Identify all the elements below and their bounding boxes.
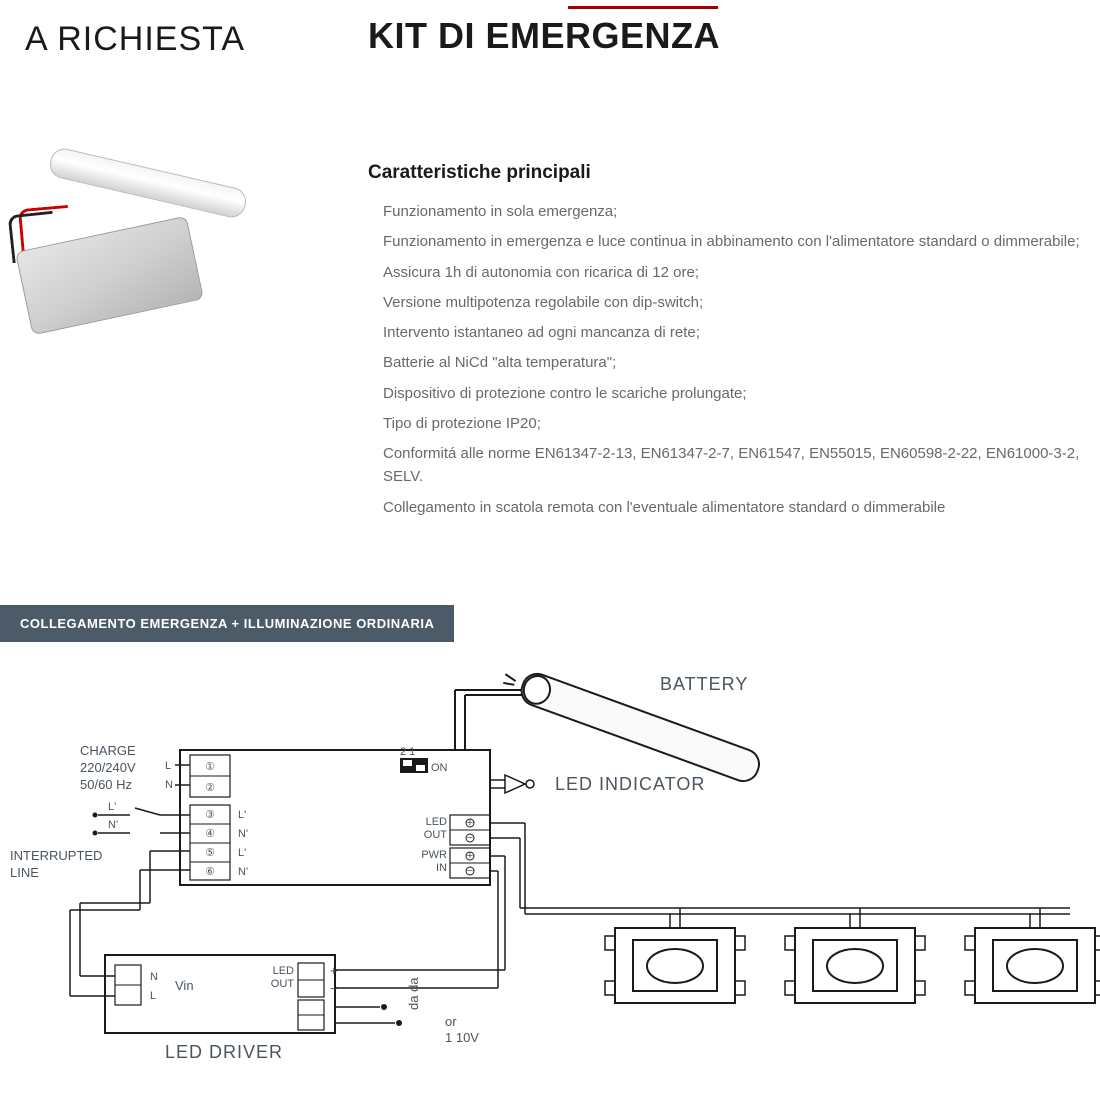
svg-text:+: + bbox=[467, 817, 473, 829]
svg-text:L': L' bbox=[238, 847, 246, 859]
svg-text:220/240V: 220/240V bbox=[80, 760, 136, 775]
svg-text:or: or bbox=[445, 1014, 457, 1029]
svg-text:N': N' bbox=[238, 828, 248, 840]
svg-text:da da: da da bbox=[406, 977, 421, 1010]
left-title: A RICHIESTA bbox=[25, 20, 245, 59]
svg-text:LED INDICATOR: LED INDICATOR bbox=[555, 774, 705, 794]
svg-text:−: − bbox=[467, 832, 473, 844]
svg-text:N': N' bbox=[108, 819, 118, 831]
product-image bbox=[0, 165, 270, 365]
feature-item: Funzionamento in sola emergenza; bbox=[383, 200, 1083, 223]
svg-text:LED DRIVER: LED DRIVER bbox=[165, 1042, 283, 1062]
wiring-diagram: ① ② ③ ④ ⑤ ⑥ L' N' L' N' 2 1 ON + − LED O… bbox=[0, 650, 1100, 1100]
svg-text:N': N' bbox=[238, 866, 248, 878]
svg-text:INTERRUPTED: INTERRUPTED bbox=[10, 848, 102, 863]
svg-text:50/60 Hz: 50/60 Hz bbox=[80, 777, 132, 792]
svg-text:LINE: LINE bbox=[10, 865, 39, 880]
svg-text:⑤: ⑤ bbox=[205, 847, 215, 859]
svg-text:⑥: ⑥ bbox=[205, 866, 215, 878]
svg-text:L': L' bbox=[108, 801, 116, 813]
feature-item: Dispositivo di protezione contro le scar… bbox=[383, 382, 1083, 405]
feature-item: Conformitá alle norme EN61347-2-13, EN61… bbox=[383, 442, 1083, 489]
svg-text:CHARGE: CHARGE bbox=[80, 743, 136, 758]
svg-text:N: N bbox=[165, 779, 173, 791]
svg-text:③: ③ bbox=[205, 809, 215, 821]
svg-text:①: ① bbox=[205, 761, 215, 773]
feature-item: Collegamento in scatola remota con l'eve… bbox=[383, 496, 1083, 519]
feature-item: Assicura 1h di autonomia con ricarica di… bbox=[383, 261, 1083, 284]
feature-item: Funzionamento in emergenza e luce contin… bbox=[383, 230, 1083, 253]
svg-text:IN: IN bbox=[436, 862, 447, 874]
features-heading: Caratteristiche principali bbox=[368, 162, 591, 184]
svg-text:+: + bbox=[467, 850, 473, 862]
feature-item: Intervento istantaneo ad ogni mancanza d… bbox=[383, 321, 1083, 344]
svg-text:PWR: PWR bbox=[421, 849, 447, 861]
svg-text:OUT: OUT bbox=[271, 978, 295, 990]
svg-text:②: ② bbox=[205, 782, 215, 794]
svg-text:L: L bbox=[150, 990, 156, 1002]
svg-text:④: ④ bbox=[205, 828, 215, 840]
svg-text:BATTERY: BATTERY bbox=[660, 674, 748, 694]
svg-text:Vin: Vin bbox=[175, 978, 194, 993]
feature-item: Tipo di protezione IP20; bbox=[383, 412, 1083, 435]
svg-text:1 10V: 1 10V bbox=[445, 1030, 479, 1045]
feature-item: Batterie al NiCd "alta temperatura"; bbox=[383, 351, 1083, 374]
svg-text:LED: LED bbox=[426, 816, 447, 828]
svg-text:−: − bbox=[467, 865, 473, 877]
fixture-icon bbox=[605, 928, 1100, 1003]
feature-item: Versione multipotenza regolabile con dip… bbox=[383, 291, 1083, 314]
svg-text:L: L bbox=[165, 760, 171, 772]
svg-text:2 1: 2 1 bbox=[400, 746, 415, 758]
accent-bar bbox=[568, 6, 718, 9]
svg-text:LED: LED bbox=[273, 965, 294, 977]
battery-tube-graphic bbox=[47, 146, 249, 220]
diagram-header: COLLEGAMENTO EMERGENZA + ILLUMINAZIONE O… bbox=[0, 605, 454, 642]
svg-text:ON: ON bbox=[431, 762, 448, 774]
features-list: Funzionamento in sola emergenza; Funzion… bbox=[383, 200, 1083, 526]
svg-text:L': L' bbox=[238, 809, 246, 821]
svg-text:N: N bbox=[150, 971, 158, 983]
svg-text:OUT: OUT bbox=[424, 829, 448, 841]
main-title: KIT DI EMERGENZA bbox=[368, 15, 720, 57]
